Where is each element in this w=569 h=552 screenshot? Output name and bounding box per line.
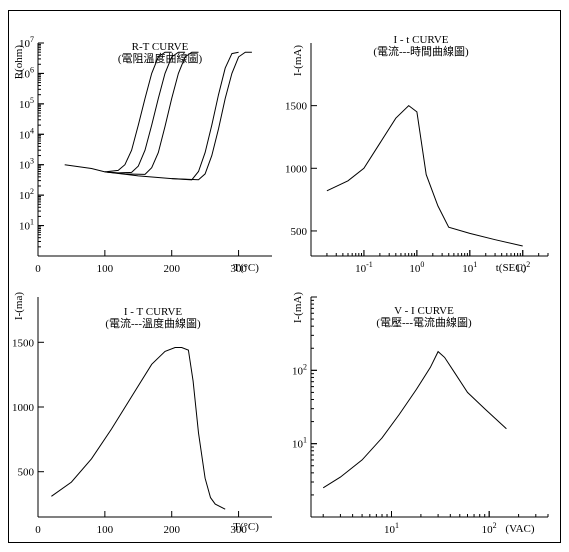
- x-tick-label: 101: [384, 521, 399, 536]
- x-tick-label-base: 10: [482, 524, 494, 536]
- y-tick-label-exponent: 1: [303, 436, 307, 445]
- y-tick-label-base: 10: [19, 221, 31, 233]
- y-tick-label: 106: [19, 65, 34, 80]
- y-tick-label-base: 10: [19, 38, 31, 50]
- series-line-1: [51, 347, 226, 510]
- x-tick-label-base: 10: [409, 263, 421, 275]
- x-axis-label: T(°C): [233, 262, 259, 274]
- x-tick-label: 300: [230, 263, 247, 275]
- y-tick-label: 101: [19, 218, 34, 233]
- y-tick-label: 107: [19, 35, 34, 50]
- y-tick-label-exponent: 1: [30, 218, 34, 227]
- y-tick-label-exponent: 7: [30, 35, 34, 44]
- y-tick-label: 1500: [12, 337, 35, 349]
- y-tick-label: 105: [19, 96, 34, 111]
- y-tick-label-exponent: 6: [30, 65, 34, 74]
- y-tick-label-base: 10: [19, 68, 31, 80]
- x-tick-label-base: 10: [355, 263, 367, 275]
- x-tick-label: 200: [163, 263, 180, 275]
- x-tick-label: 100: [97, 263, 114, 275]
- series-line-1: [64, 51, 172, 173]
- x-tick-label: 0: [35, 524, 41, 536]
- x-axis-label: T(°C): [233, 521, 259, 533]
- chart-title: V - I CURVE: [394, 305, 454, 317]
- x-tick-label-exponent: 1: [473, 260, 477, 269]
- chart-title: I - t CURVE: [393, 34, 448, 46]
- y-tick-label-exponent: 5: [30, 96, 34, 105]
- x-tick-label: 10-1: [355, 260, 373, 275]
- x-tick-label-exponent: 0: [420, 260, 424, 269]
- x-tick-label-exponent: 1: [395, 521, 399, 530]
- chart-subtitle: (電壓---電流曲線圖): [376, 315, 472, 329]
- x-axis-label: t(SEC): [496, 262, 527, 274]
- chart-panel-3: 0 100 200 300 500 1000 1500 I - T CURVE(電流---溫度…: [12, 292, 272, 536]
- y-tick-label-base: 10: [292, 365, 304, 377]
- series-line-1: [326, 104, 523, 247]
- x-tick-label-exponent: -1: [366, 260, 373, 269]
- y-tick-label-base: 10: [19, 129, 31, 141]
- y-tick-label-exponent: 4: [30, 126, 34, 135]
- chart-title: R-T CURVE: [132, 41, 189, 53]
- x-tick-label-base: 10: [384, 524, 396, 536]
- y-tick-label-exponent: 2: [303, 362, 307, 371]
- y-tick-label: 102: [292, 362, 307, 377]
- x-tick-label: 200: [163, 524, 180, 536]
- y-tick-label-base: 10: [19, 160, 31, 172]
- x-tick-label: 0: [35, 263, 41, 275]
- y-tick-label-base: 10: [19, 99, 31, 111]
- series-line-5: [171, 51, 252, 181]
- y-axis-label: R(ohm): [13, 45, 25, 80]
- x-tick-label: 100: [97, 524, 114, 536]
- series-line-3: [104, 51, 199, 175]
- y-tick-label: 102: [19, 187, 34, 202]
- chart-subtitle: (電阻溫度曲線圖): [118, 51, 203, 65]
- figure-border: [8, 10, 561, 543]
- y-tick-label-base: 10: [292, 439, 304, 451]
- chart-subtitle: (電流---溫度曲線圖): [105, 316, 201, 330]
- series-line-1: [322, 350, 507, 489]
- y-axis-label: I-(ma): [13, 292, 25, 320]
- y-tick-label: 101: [292, 436, 307, 451]
- y-axis-label: I-(mA): [292, 292, 304, 323]
- x-tick-label: 300: [230, 524, 247, 536]
- y-tick-label-exponent: 2: [30, 187, 34, 196]
- y-tick-label: 500: [291, 226, 308, 238]
- series-line-2: [104, 51, 186, 174]
- x-tick-label: 100: [409, 260, 424, 275]
- x-tick-label: 102: [515, 260, 530, 275]
- x-tick-label: 101: [462, 260, 477, 275]
- x-axis-label: (VAC): [505, 523, 534, 535]
- y-tick-label-base: 10: [19, 190, 31, 202]
- x-tick-label-base: 10: [515, 263, 527, 275]
- chart-subtitle: (電流---時間曲線圖): [373, 44, 469, 58]
- y-tick-label: 1000: [12, 402, 35, 414]
- y-axis-label: I-(mA): [292, 45, 304, 76]
- y-tick-label: 500: [18, 467, 35, 479]
- x-tick-label-exponent: 2: [493, 521, 497, 530]
- series-line-4: [104, 51, 239, 181]
- y-tick-label: 1500: [285, 101, 308, 113]
- x-tick-label-base: 10: [462, 263, 474, 275]
- y-tick-label: 1000: [285, 163, 308, 175]
- x-tick-label-exponent: 2: [526, 260, 530, 269]
- y-tick-label: 104: [19, 126, 34, 141]
- chart-title: I - T CURVE: [124, 306, 183, 318]
- y-tick-label: 103: [19, 157, 34, 172]
- x-tick-label: 102: [482, 521, 497, 536]
- y-tick-label-exponent: 3: [30, 157, 34, 166]
